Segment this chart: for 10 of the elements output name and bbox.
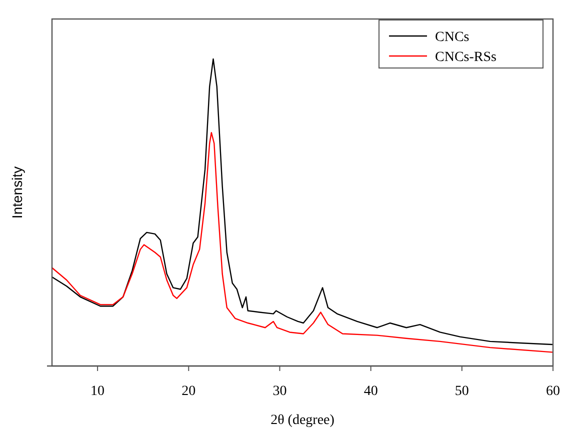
x-tick-label: 60 [546,384,560,399]
x-tick-label: 40 [364,384,378,399]
x-tick-label: 10 [90,384,105,399]
x-tick-label: 50 [454,384,469,399]
x-tick-label: 30 [272,384,287,399]
y-axis-title: Intensity [9,166,25,219]
legend-label: CNCs-RSs [435,50,496,65]
x-tick-label: 20 [182,384,196,399]
x-axis-title: 2θ (degree) [270,413,335,428]
legend-label: CNCs [435,30,470,45]
